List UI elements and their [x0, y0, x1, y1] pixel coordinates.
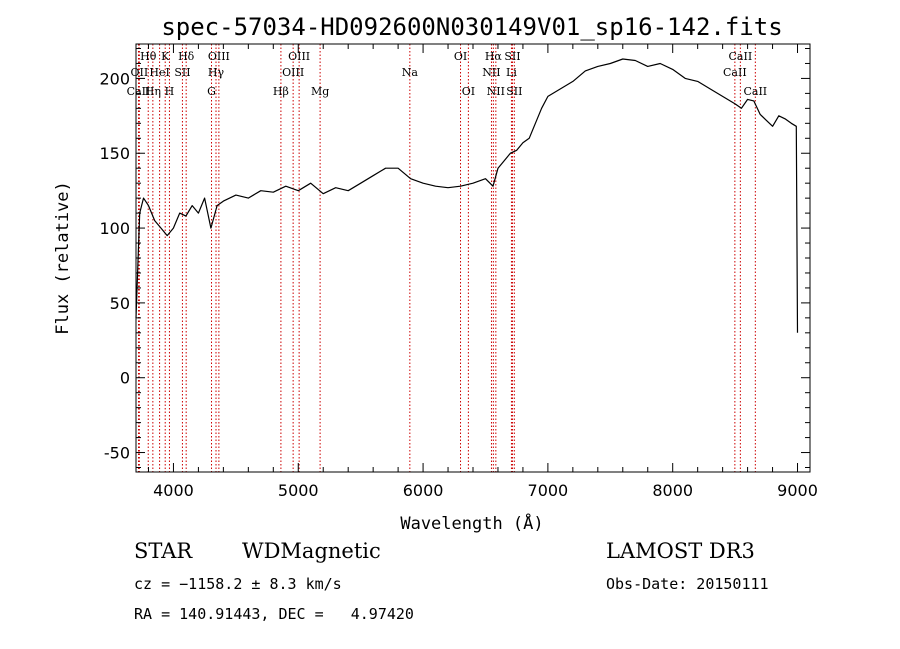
spectral-line-label: Mg	[311, 85, 329, 98]
x-tick-label: 8000	[652, 481, 693, 500]
series-layer	[135, 58, 799, 333]
spectral-line-label: Hθ	[140, 50, 157, 63]
spectral-line-label: OI	[454, 50, 467, 63]
axis-ticks: 4000 5000 6000 7000 8000 9000 -50 0 50 100 150 200	[99, 44, 818, 500]
object-class: STAR	[134, 539, 193, 563]
spectral-line-label: CaII	[127, 85, 151, 98]
x-tick-label: 6000	[403, 481, 444, 500]
x-tick-label: 4000	[153, 481, 194, 500]
object-subclass: WDMagnetic	[242, 539, 381, 563]
x-tick-label: 5000	[278, 481, 319, 500]
spectral-line-label: OIII	[208, 50, 230, 63]
spectral-line-label: OI	[462, 85, 475, 98]
chart-title: spec-57034-HD092600N030149V01_sp16-142.f…	[161, 13, 782, 41]
coordinates-text: RA = 140.91443, DEC = 4.97420	[134, 605, 414, 623]
spectral-line-label: CaII	[729, 50, 753, 63]
spectral-line-label: SII	[504, 50, 520, 63]
y-tick-label: 100	[99, 219, 130, 238]
flux-series-line	[135, 58, 799, 333]
spectral-line-label: Hδ	[178, 50, 195, 63]
spectral-line-label: CaII	[743, 85, 767, 98]
y-tick-label: 0	[120, 369, 130, 388]
spectral-line-label: NII	[487, 85, 505, 98]
y-tick-label: -50	[104, 444, 130, 463]
spectral-line-label: K	[161, 50, 170, 63]
spectral-line-markers	[137, 44, 756, 472]
spectral-line-label: Hγ	[208, 66, 225, 79]
spectral-line-label: Li	[506, 66, 517, 79]
x-tick-label: 7000	[528, 481, 569, 500]
x-axis-label: Wavelength (Å)	[400, 512, 543, 534]
spectral-line-label: OII	[131, 66, 149, 79]
y-axis-label: Flux (relative)	[53, 181, 73, 335]
spectral-line-label: Hβ	[273, 85, 289, 98]
x-tick-label: 9000	[777, 481, 818, 500]
spectral-line-labels: Hθ OII CaII K HeI Hη Hδ SII H OIII Hγ G OIII OIII Hβ Mg…	[127, 50, 768, 98]
spectral-line-label: Na	[402, 66, 419, 79]
spectral-line-label: SII	[174, 66, 190, 79]
redshift-text: cz = −1158.2 ± 8.3 km/s	[134, 575, 342, 593]
y-tick-label: 50	[110, 294, 130, 313]
spectral-line-label: NII	[482, 66, 500, 79]
spectral-line-label: OIII	[282, 66, 304, 79]
spectral-line-label: Hα	[485, 50, 503, 63]
spectral-line-label: OIII	[288, 50, 310, 63]
spectral-line-label: CaII	[723, 66, 747, 79]
spectral-line-label: H	[165, 85, 175, 98]
plot-frame	[135, 43, 811, 473]
spectral-line-label: G	[207, 85, 216, 98]
obs-date-text: Obs-Date: 20150111	[606, 575, 769, 593]
survey-name: LAMOST DR3	[606, 539, 755, 563]
spectral-line-label: SII	[506, 85, 522, 98]
spectral-line-label: Hη	[145, 85, 161, 98]
y-tick-label: 200	[99, 69, 130, 88]
spectral-line-label: HeI	[149, 66, 169, 79]
y-tick-label: 150	[99, 144, 130, 163]
